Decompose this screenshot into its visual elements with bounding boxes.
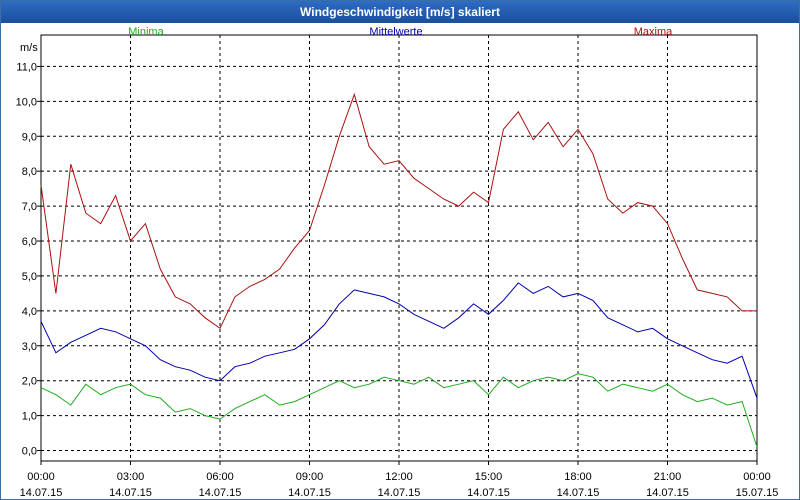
x-tick-date: 14.07.15 [378,487,421,499]
x-tick-date: 14.07.15 [20,487,63,499]
legend-label-minima: Minima [128,26,164,38]
legend-label-mittelwerte: Mittelwerte [369,26,422,38]
x-axis-ticks: 00:00 14.07.15 03:00 14.07.15 06:00 14.07.15 0… [20,461,779,499]
x-tick-time: 12:00 [385,471,413,483]
y-tick-label: 0,0 [22,446,37,458]
y-tick-label: 10,0 [16,96,37,108]
x-tick-time: 03:00 [117,471,145,483]
x-tick-time: 00:00 [27,471,55,483]
legend-label-maxima: Maxima [634,26,673,38]
grid-lines [41,35,757,461]
x-tick-time: 09:00 [296,471,324,483]
x-tick-date: 14.07.15 [109,487,152,499]
x-tick-date: 14.07.15 [199,487,242,499]
y-tick-label: 9,0 [22,131,37,143]
x-tick-time: 15:00 [475,471,503,483]
x-tick-time: 21:00 [654,471,682,483]
x-tick-time: 00:00 [743,471,771,483]
window-title: Windgeschwindigkeit [m/s] skaliert [1,1,799,23]
x-tick-time: 06:00 [206,471,234,483]
legend: Minima Mittelwerte Maxima [128,26,673,38]
x-tick-date: 14.07.15 [557,487,600,499]
x-tick-date: 14.07.15 [467,487,510,499]
y-axis-ticks: 0,0 1,0 2,0 3,0 4,0 5,0 6,0 7,0 8,0 9,0 10,0 11,0 [16,61,41,458]
y-tick-label: 7,0 [22,201,37,213]
y-tick-label: 1,0 [22,411,37,423]
y-tick-label: 8,0 [22,166,37,178]
x-tick-date: 14.07.15 [646,487,689,499]
y-tick-label: 3,0 [22,341,37,353]
y-tick-label: 11,0 [16,61,37,73]
y-tick-label: 4,0 [22,306,37,318]
series-group [40,92,758,448]
x-tick-date: 15.07.15 [736,487,779,499]
series-line-maxima [40,92,757,330]
y-tick-label: 5,0 [22,271,37,283]
x-tick-time: 18:00 [564,471,592,483]
y-tick-label: 6,0 [22,236,37,248]
series-line-mittelwerte [40,282,758,399]
series-line-minima [40,373,758,448]
y-tick-label: 2,0 [22,376,37,388]
x-tick-date: 14.07.15 [288,487,331,499]
y-axis-label: m/s [20,42,38,54]
